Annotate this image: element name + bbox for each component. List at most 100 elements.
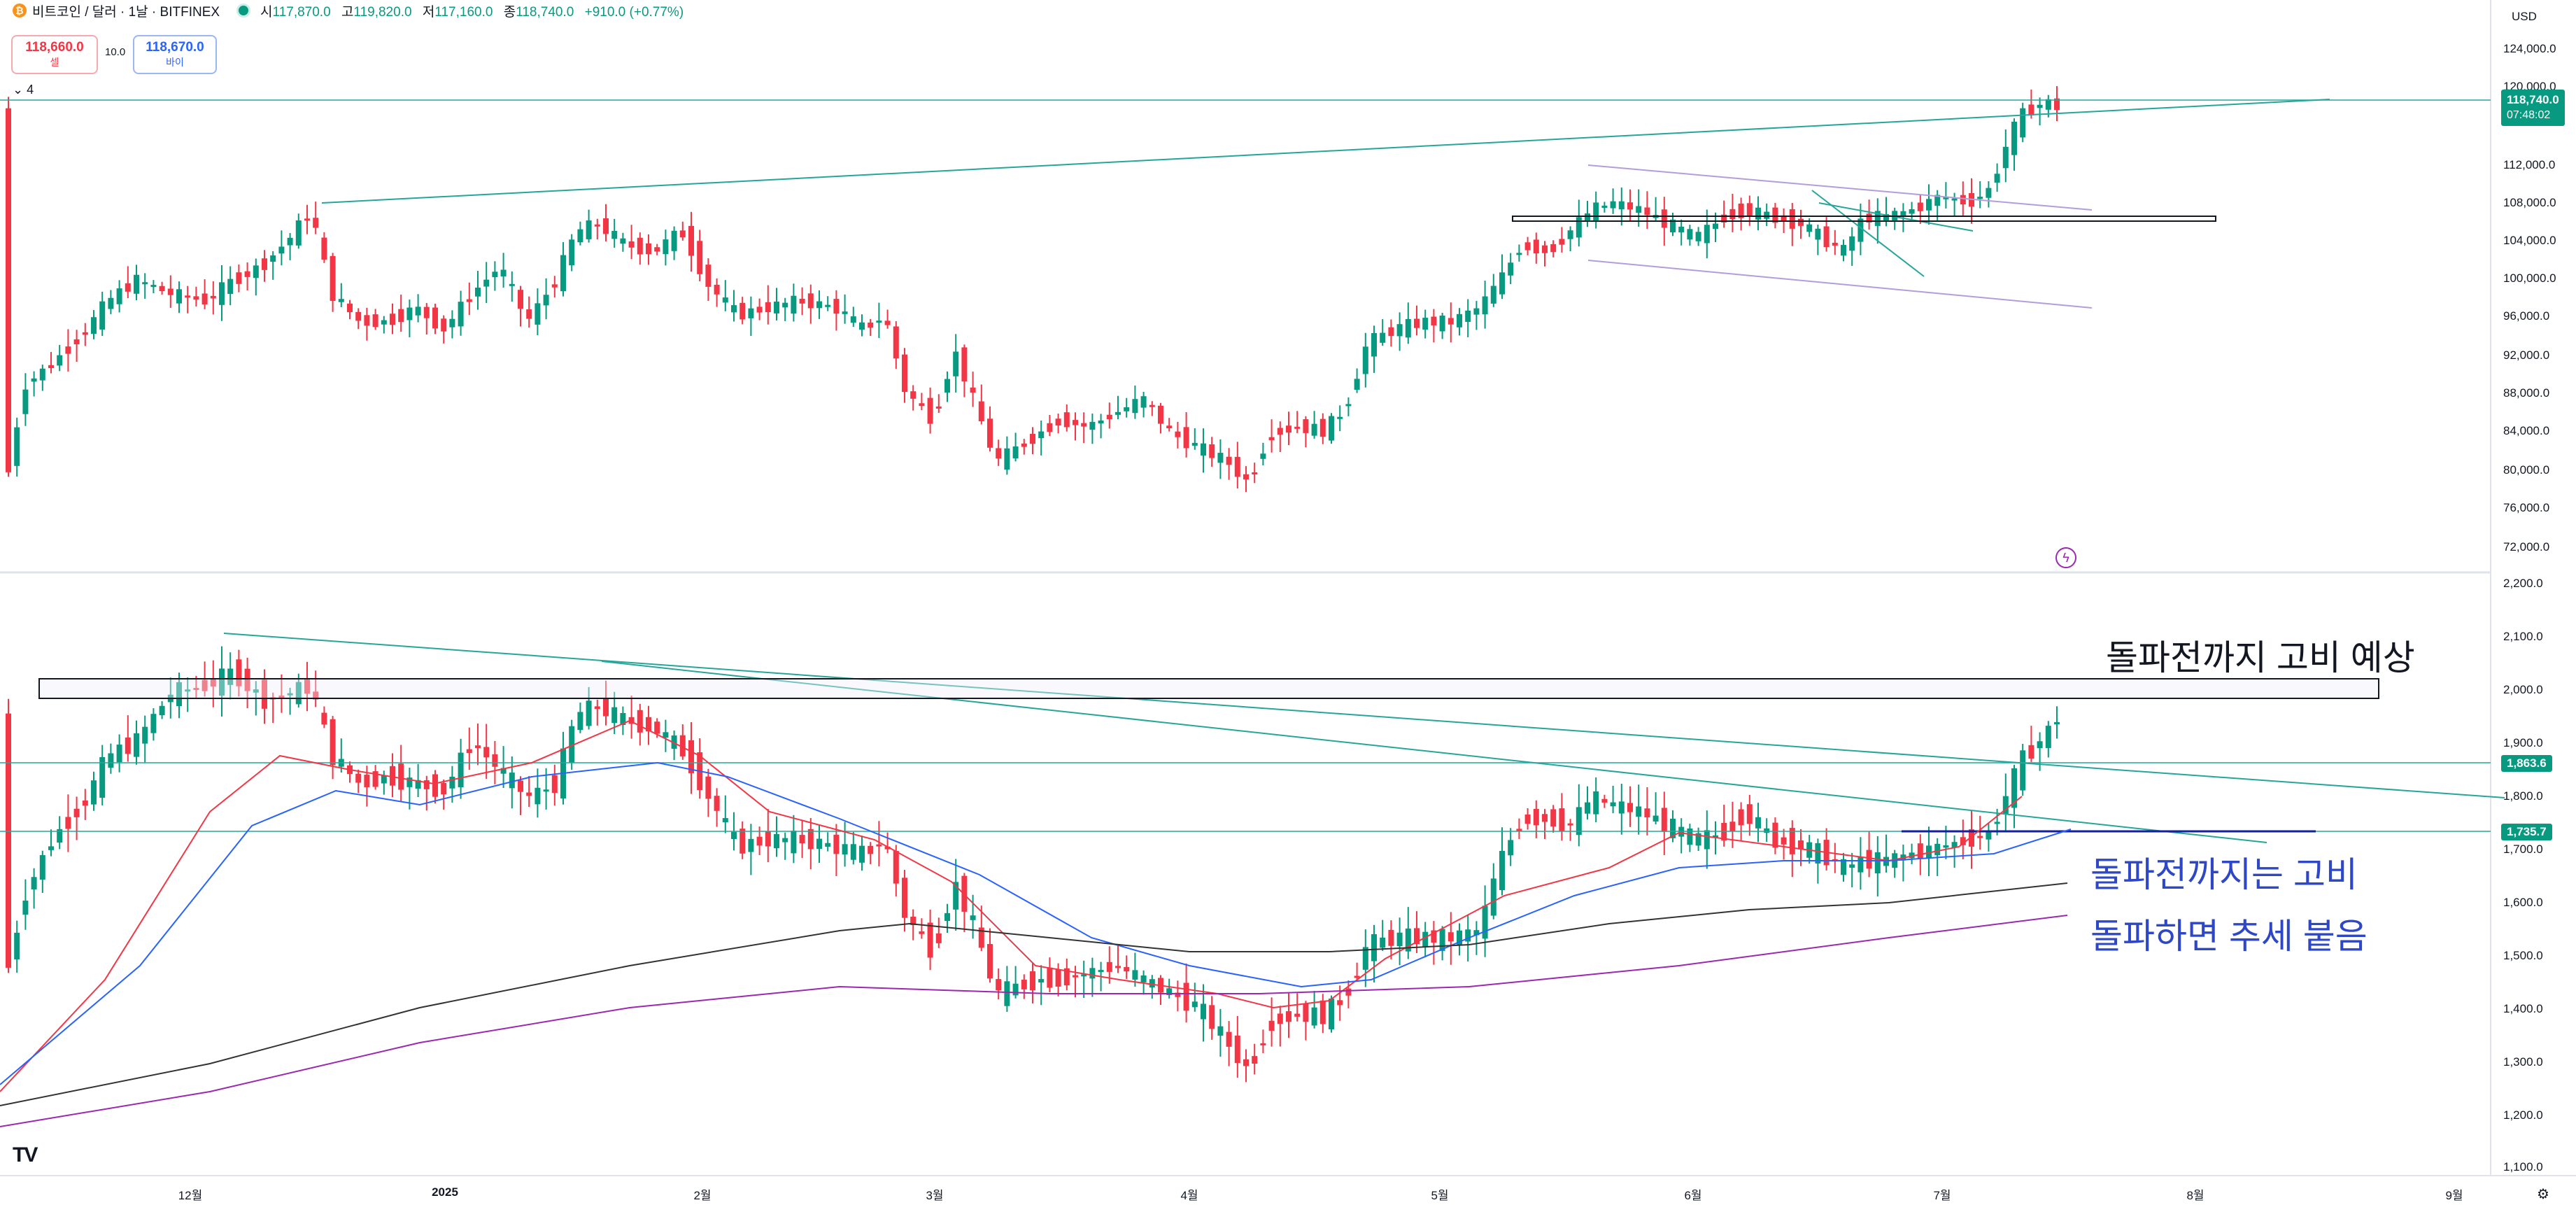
gear-icon[interactable]: ⚙ (2537, 1187, 2549, 1202)
price-candle-body (1226, 456, 1232, 465)
price-candle-body (492, 272, 498, 278)
indicator-candle-body (1030, 971, 1035, 991)
price-candle-body (1286, 425, 1291, 433)
price-candle-body (1857, 218, 1864, 242)
indicator-candle-body (1286, 1011, 1291, 1022)
price-candle-body (910, 391, 917, 399)
indicator-toggle[interactable]: ⌄ 4 (13, 83, 34, 97)
indicator-candle-body (99, 757, 106, 798)
lower-axis-label: 2,100.0 (2503, 630, 2543, 643)
price-candle-body (1089, 421, 1096, 430)
price-candle-body (1670, 219, 1676, 233)
indicator-candle-body (1781, 837, 1787, 845)
price-candle-body (1576, 217, 1582, 238)
price-candle-body (1311, 423, 1317, 436)
indicator-candle-body (1951, 842, 1958, 847)
price-candle-body (1781, 215, 1787, 221)
price-candle-body (253, 265, 259, 279)
indicator-candle-body (1431, 930, 1437, 943)
indicator-candle-body (1542, 814, 1548, 822)
indicator-candle-body (1021, 980, 1027, 989)
indicator-candle-body (518, 780, 523, 792)
currency-label[interactable]: USD (2512, 10, 2537, 23)
drawing-tools[interactable] (0, 99, 2505, 1127)
price-candle-body (1986, 188, 1992, 198)
price-candle-body (825, 304, 831, 307)
indicator-candle-body (679, 735, 686, 756)
price-candle-body (1439, 316, 1445, 332)
sell-price: 118,660.0 (25, 40, 84, 55)
indicator-candle-body (1524, 814, 1531, 824)
price-candle-body (1618, 201, 1625, 210)
indicator-candle-body (902, 878, 907, 918)
indicator-candle-body (227, 668, 234, 685)
indicator-candle-body (1849, 864, 1855, 868)
price-candle-body (1473, 308, 1480, 315)
price-candle-body (1030, 434, 1035, 444)
indicator-candle-body (1789, 828, 1795, 854)
indicator-candle-body (372, 771, 378, 787)
price-candle-body (535, 303, 541, 325)
price-candle-body (1798, 218, 1804, 226)
annotation-note-1[interactable]: 돌파전까지는 고비 (2090, 855, 2358, 894)
indicator-candle-body (1533, 809, 1539, 826)
indicator-count: 4 (27, 83, 34, 97)
ma-long (0, 882, 2068, 1106)
indicator-candle-body (1294, 1013, 1301, 1017)
indicator-candle-body (1260, 1043, 1266, 1045)
price-axis-label: 88,000.0 (2503, 386, 2550, 400)
buy-button[interactable]: 118,670.0 바이 (133, 35, 217, 74)
indicator-candle-body (944, 912, 950, 922)
price-candle-body (1789, 209, 1795, 229)
indicator-candle-body (1687, 828, 1693, 845)
indicator-candle-body (671, 735, 677, 749)
indicator-candle-body (1704, 830, 1710, 850)
symbol-header[interactable]: ₿ 비트코인 / 달러 · 1날 · BITFINEX 시117,870.0 고… (0, 0, 2477, 21)
indicator-candle-body (48, 846, 54, 850)
price-candle-body (1841, 244, 1846, 256)
indicator-candle-body (1319, 1000, 1326, 1024)
price-candle-body (799, 298, 805, 304)
symbol-title[interactable]: 비트코인 / 달러 · 1날 · BITFINEX (32, 4, 220, 20)
price-candle-body (628, 241, 635, 248)
indicator-candle-body (1738, 809, 1744, 826)
indicator-candle-body (287, 693, 293, 696)
price-candle-body (1806, 224, 1813, 232)
indicator-candle-body (1661, 808, 1667, 832)
indicator-candle-body (6, 713, 11, 968)
price-candle-body (1465, 310, 1471, 323)
price-candle-body (1277, 428, 1283, 435)
price-candle-body (586, 220, 592, 239)
price-candle-body (807, 293, 814, 309)
indicator-candle-body (381, 775, 387, 784)
price-candle-body (722, 297, 728, 303)
price-candle-body (646, 243, 651, 255)
lower-axis-label: 1,100.0 (2503, 1160, 2543, 1174)
indicator-candle-body (620, 712, 626, 726)
price-candle-body (1106, 414, 1112, 419)
indicator-candle-body (1857, 857, 1864, 873)
price-candle-body (1627, 202, 1633, 210)
lightning-icon[interactable]: ϟ (2055, 547, 2076, 568)
indicator-candle-body (1439, 929, 1445, 951)
indicator-candle-body (1175, 992, 1181, 997)
price-candle-body (1883, 213, 1889, 221)
indicator-candle-body (1396, 932, 1403, 947)
indicator-candle-body (1798, 840, 1804, 850)
tradingview-logo[interactable]: TV (13, 1143, 38, 1167)
indicator-candle-body (159, 705, 165, 716)
price-candle-body (1457, 313, 1462, 327)
annotation-resistance[interactable]: 돌파전까지 고비 예상 (2106, 638, 2415, 677)
sell-button[interactable]: 118,660.0 셀 (11, 35, 98, 74)
price-candle-body (1593, 202, 1599, 223)
annotation-note-2[interactable]: 돌파하면 추세 붙음 (2090, 917, 2368, 956)
price-candle-body (987, 418, 993, 448)
indicator-candle-body (1874, 852, 1881, 874)
price-candle-body (347, 303, 353, 313)
price-axis-label: 112,000.0 (2503, 158, 2556, 171)
price-candle-body (1610, 201, 1616, 209)
price-candle-body (1533, 239, 1539, 254)
indicator-candle-body (1465, 929, 1471, 942)
indicator-candle-body (1124, 966, 1130, 972)
